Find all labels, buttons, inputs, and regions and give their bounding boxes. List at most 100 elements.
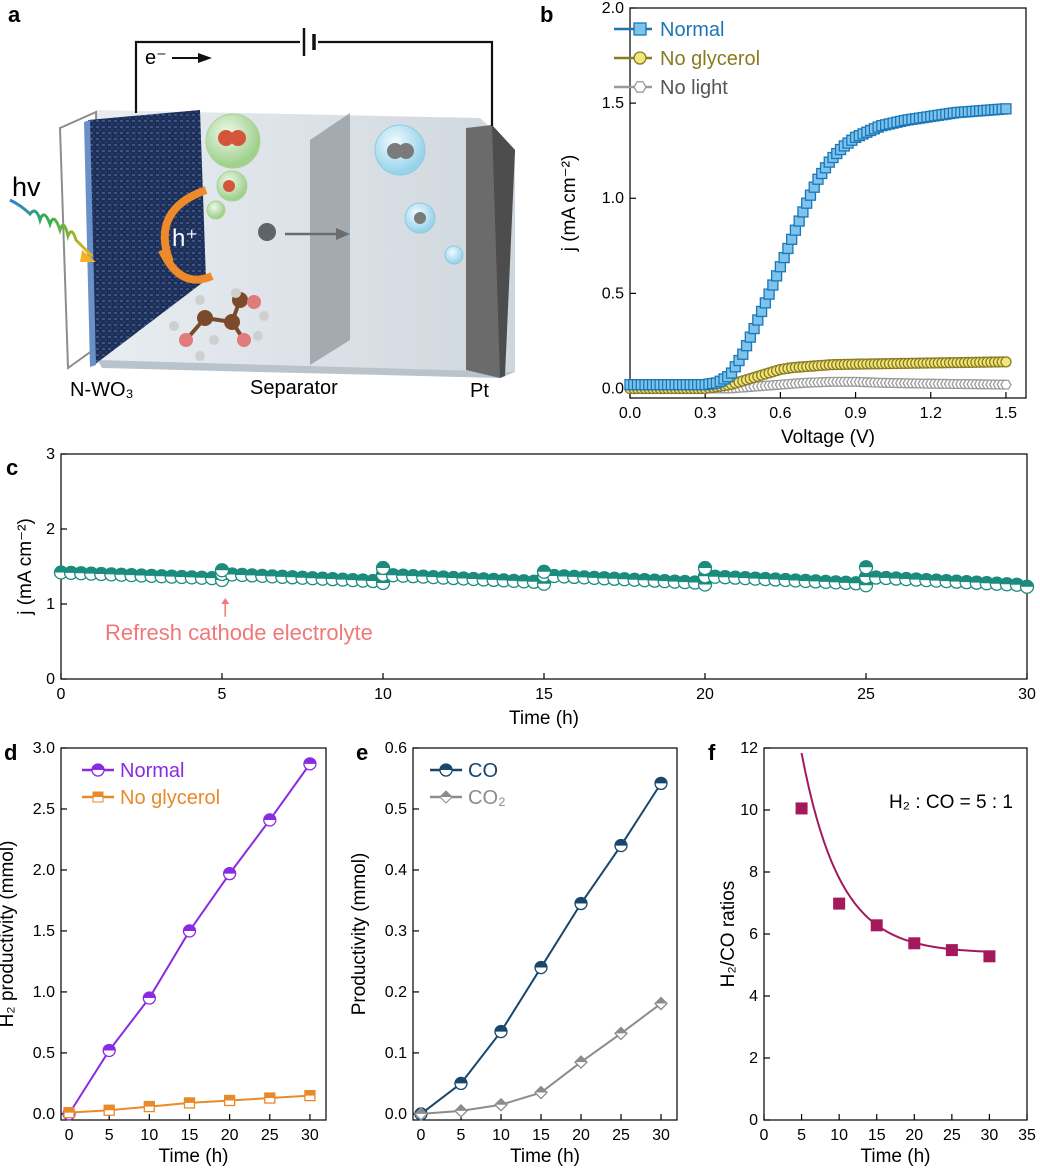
y-tick-label: 0.4 [385, 862, 407, 879]
legend-label: Normal [120, 760, 184, 782]
proton-arrow-head [336, 228, 350, 240]
data-point-fill [1010, 578, 1024, 585]
co2-bubble-small [206, 200, 226, 220]
x-tick-label: 10 [140, 1127, 158, 1144]
data-point-fill [455, 1077, 467, 1084]
x-tick-label: 30 [981, 1127, 999, 1144]
data-point-fill [1020, 580, 1034, 587]
y-axis-label: H₂ productivity (mmol) [0, 841, 18, 1028]
series-line [420, 782, 662, 1115]
x-tick-label: 0 [417, 1127, 426, 1144]
data-point-fill [495, 1025, 507, 1032]
anode-label: N-WO₃ [70, 379, 134, 401]
separator-label: Separator [250, 377, 338, 399]
atom-icon [223, 180, 235, 192]
data-point-fill [859, 560, 873, 568]
data-point [908, 937, 921, 950]
data-point-fill [535, 1086, 547, 1093]
y-tick-label: 1 [46, 596, 55, 613]
y-tick-label: 3 [46, 446, 55, 463]
data-point [870, 919, 883, 932]
y-axis-label: j (mA cm⁻²) [559, 155, 580, 253]
y-tick-label: 0.6 [385, 740, 407, 757]
panel-b-jv-chart: b 0.0 0.3 0.6 0.9 1.2 1.5 0.0 0.5 1.0 1.5 2.0 Voltag… [540, 0, 1027, 448]
x-tick-label: 35 [1018, 1127, 1036, 1144]
y-tick-label: 0.2 [385, 984, 407, 1001]
panel-a-schematic: a e⁻ hv h⁺ [8, 2, 515, 402]
annotation-arrow-head [221, 598, 230, 604]
data-point-fill [304, 1090, 315, 1096]
electron-arrow-head [198, 53, 212, 63]
x-tick-label: 25 [261, 1127, 279, 1144]
data-point-fill [264, 1093, 275, 1099]
panel-label-b: b [540, 2, 553, 27]
y-tick-label: 10 [740, 802, 758, 819]
x-tick-label: 15 [868, 1127, 886, 1144]
data-point [1000, 356, 1012, 368]
panel-e-co-chart: e 0 5 10 15 20 25 30 0.0 0.1 0.2 0.3 0.4 0.5 0.6 Time (… [349, 740, 678, 1167]
data-point [833, 897, 846, 910]
y-tick-label: 2.0 [33, 862, 55, 879]
y-axis-label: H₂/CO ratios [718, 881, 739, 988]
data-point-fill [215, 563, 229, 571]
x-tick-label: 0.3 [694, 405, 716, 422]
y-tick-label: 4 [749, 988, 758, 1005]
y-tick-label: 1.0 [602, 190, 624, 207]
photon-label: hv [12, 172, 41, 202]
y-tick-label: 1.5 [602, 95, 624, 112]
y-tick-label: 2.5 [33, 801, 55, 818]
panel-d-h2-chart: d 0 5 10 15 20 25 30 0.0 0.5 1.0 1.5 2.0 2.5 3.0 Time (… [0, 740, 327, 1167]
atom-icon [218, 130, 234, 146]
hole-arrow-down [158, 248, 214, 284]
y-tick-label: 0.5 [33, 1045, 55, 1062]
x-tick-label: 0.6 [769, 405, 791, 422]
data-point [633, 81, 647, 93]
x-tick-label: 20 [696, 686, 714, 703]
y-tick-label: 0.3 [385, 923, 407, 940]
legend-label: No light [660, 77, 728, 99]
legend-label: No glycerol [120, 787, 220, 809]
data-point-fill [698, 561, 712, 568]
nwo3-electrode [88, 110, 206, 365]
x-axis-label: Time (h) [860, 1146, 930, 1167]
x-tick-label: 5 [797, 1127, 806, 1144]
x-tick-label: 1.5 [995, 405, 1017, 422]
atom-icon [387, 143, 403, 159]
y-axis-label: j (mA cm⁻²) [15, 518, 36, 616]
data-point-fill [575, 897, 587, 904]
data-point-fill [415, 1107, 427, 1114]
y-tick-label: 0.0 [33, 1106, 55, 1123]
data-point [633, 51, 647, 65]
data-point [1000, 103, 1012, 115]
y-tick-label: 1.5 [33, 923, 55, 940]
x-tick-label: 20 [221, 1127, 239, 1144]
x-tick-label: 0 [760, 1127, 769, 1144]
y-tick-label: 0.0 [602, 380, 624, 397]
panel-label-a: a [8, 2, 21, 27]
y-tick-label: 3.0 [33, 740, 55, 757]
x-tick-label: 10 [492, 1127, 510, 1144]
x-axis-label: Time (h) [510, 1146, 580, 1167]
x-tick-label: 10 [374, 686, 392, 703]
x-tick-label: 0 [57, 686, 66, 703]
data-point [983, 950, 996, 963]
x-tick-label: 15 [181, 1127, 199, 1144]
proton-icon [258, 223, 276, 241]
h2-bubble-small [444, 245, 464, 265]
data-point-fill [376, 561, 390, 568]
legend-label: CO₂ [468, 787, 506, 809]
data-point-fill [537, 565, 551, 572]
data-point-fill [103, 1044, 116, 1051]
data-point-fill [303, 757, 316, 764]
cathode-label: Pt [470, 380, 489, 402]
x-tick-label: 30 [301, 1127, 319, 1144]
y-tick-label: 6 [749, 926, 758, 943]
y-tick-label: 2 [46, 521, 55, 538]
legend-marker-fill [93, 792, 103, 797]
glycerol-molecule-icon [169, 288, 269, 361]
data-point-fill [144, 1101, 155, 1107]
x-axis-label: Time (h) [158, 1146, 228, 1167]
nwo3-edge [84, 120, 96, 367]
